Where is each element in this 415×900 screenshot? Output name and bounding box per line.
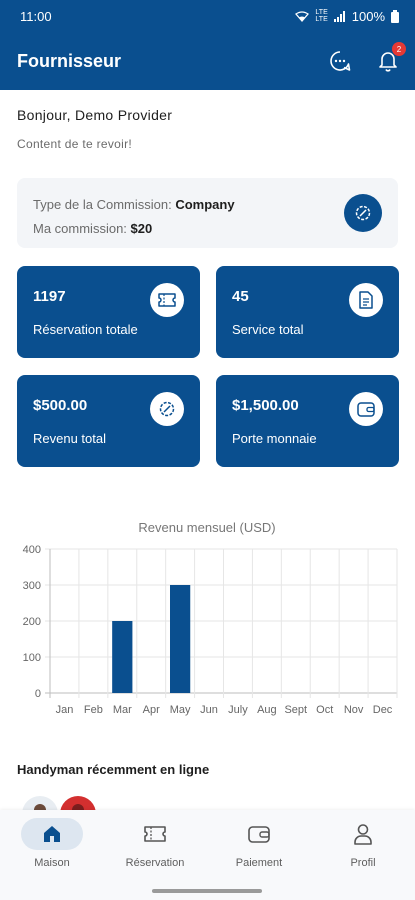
stat-value: $500.00 xyxy=(33,397,88,414)
nav-icon-wrap xyxy=(124,818,186,850)
x-tick-label: Mar xyxy=(113,704,132,716)
nav-item-home[interactable]: Maison xyxy=(2,818,102,880)
x-tick-label: Feb xyxy=(84,704,103,716)
nav-item-bookings[interactable]: Réservation xyxy=(105,818,205,880)
battery-level: 100% xyxy=(351,8,385,24)
status-icons: LTE LTE 100% xyxy=(295,9,399,24)
wifi-icon xyxy=(295,10,310,22)
y-tick-label: 200 xyxy=(23,616,41,628)
stat-label: Porte monnaie xyxy=(232,431,317,446)
signal-icon xyxy=(333,10,345,22)
notification-badge: 2 xyxy=(392,42,406,56)
person-icon xyxy=(354,824,372,845)
stat-label: Service total xyxy=(232,322,304,337)
stat-value: $1,500.00 xyxy=(232,397,299,414)
home-indicator xyxy=(152,889,262,893)
x-tick-label: Jan xyxy=(56,704,74,716)
y-tick-label: 0 xyxy=(35,688,41,700)
page-title: Fournisseur xyxy=(17,50,122,71)
chat-button[interactable] xyxy=(327,48,353,74)
bell-icon xyxy=(379,52,397,72)
nav-label: Réservation xyxy=(125,857,185,869)
document-icon xyxy=(359,291,373,309)
wallet-icon xyxy=(357,402,375,417)
ticket-icon xyxy=(144,826,166,842)
x-tick-label: Dec xyxy=(373,704,393,716)
x-tick-label: Oct xyxy=(316,704,333,716)
app-actions: 2 xyxy=(327,42,406,74)
y-tick-label: 100 xyxy=(23,652,41,664)
stat-icon-wrap xyxy=(349,283,383,317)
nav-item-payment[interactable]: Paiement xyxy=(209,818,309,880)
settings-icon xyxy=(355,205,371,221)
stat-icon-wrap xyxy=(150,283,184,317)
stat-label: Réservation totale xyxy=(33,322,138,337)
commission-type-value: Company xyxy=(175,197,235,212)
nav-icon-wrap xyxy=(21,818,83,850)
stat-card-services[interactable]: 45 Service total xyxy=(216,266,399,358)
stat-icon-wrap xyxy=(150,392,184,426)
chart-svg: Revenu mensuel (USD) 0 100 200 300 400 Jan Fe… xyxy=(23,520,398,716)
settings-icon xyxy=(159,401,175,417)
commission-type-line: Type de la Commission: Company xyxy=(33,197,235,212)
stat-card-revenue[interactable]: $500.00 Revenu total xyxy=(17,375,200,467)
stat-icon-wrap xyxy=(349,392,383,426)
battery-icon xyxy=(391,9,399,23)
chart-bar-mar[interactable] xyxy=(112,621,133,693)
notifications-button[interactable]: 2 xyxy=(375,42,406,74)
commission-icon xyxy=(344,194,382,232)
chart-title: Revenu mensuel (USD) xyxy=(138,520,275,535)
y-tick-label: 300 xyxy=(23,580,41,592)
x-tick-label: Aug xyxy=(257,704,277,716)
monthly-revenue-chart: Revenu mensuel (USD) 0 100 200 300 400 Jan Fe… xyxy=(0,510,415,720)
commission-amount-line: Ma commission: $20 xyxy=(33,221,153,236)
x-tick-label: Nov xyxy=(344,704,364,716)
stat-value: 1197 xyxy=(33,288,66,305)
commission-amount-value: $20 xyxy=(130,221,153,236)
x-tick-label: Sept xyxy=(284,704,307,716)
nav-label: Paiement xyxy=(235,857,283,869)
online-section-title: Handyman récemment en ligne xyxy=(17,762,210,777)
home-icon xyxy=(44,826,60,842)
greeting-title: Bonjour, Demo Provider xyxy=(17,107,173,123)
network-type: LTE LTE xyxy=(315,9,328,23)
nav-icon-wrap xyxy=(332,818,394,850)
bottom-nav: Maison Réservation Paiement Profil xyxy=(0,810,415,900)
nav-icon-wrap xyxy=(228,818,290,850)
stat-card-bookings[interactable]: 1197 Réservation totale xyxy=(17,266,200,358)
status-time: 11:00 xyxy=(20,8,52,24)
y-tick-label: 400 xyxy=(23,544,41,556)
app-bar: Fournisseur 2 xyxy=(0,32,415,90)
x-tick-label: Jun xyxy=(200,704,218,716)
x-tick-label: July xyxy=(228,704,248,716)
x-tick-label: Apr xyxy=(143,704,160,716)
stat-label: Revenu total xyxy=(33,431,106,446)
wallet-icon xyxy=(248,826,270,843)
greeting-subtitle: Content de te revoir! xyxy=(17,137,133,151)
ticket-icon xyxy=(158,293,176,307)
status-bar: 11:00 LTE LTE 100% xyxy=(0,0,415,32)
nav-item-profile[interactable]: Profil xyxy=(313,818,413,880)
chat-icon xyxy=(330,51,351,71)
stat-card-wallet[interactable]: $1,500.00 Porte monnaie xyxy=(216,375,399,467)
chart-bar-may[interactable] xyxy=(170,585,191,693)
x-tick-label: May xyxy=(170,704,191,716)
nav-label: Maison xyxy=(34,857,70,869)
nav-label: Profil xyxy=(350,857,376,869)
stat-value: 45 xyxy=(232,288,249,305)
commission-card: Type de la Commission: Company Ma commis… xyxy=(17,178,398,248)
